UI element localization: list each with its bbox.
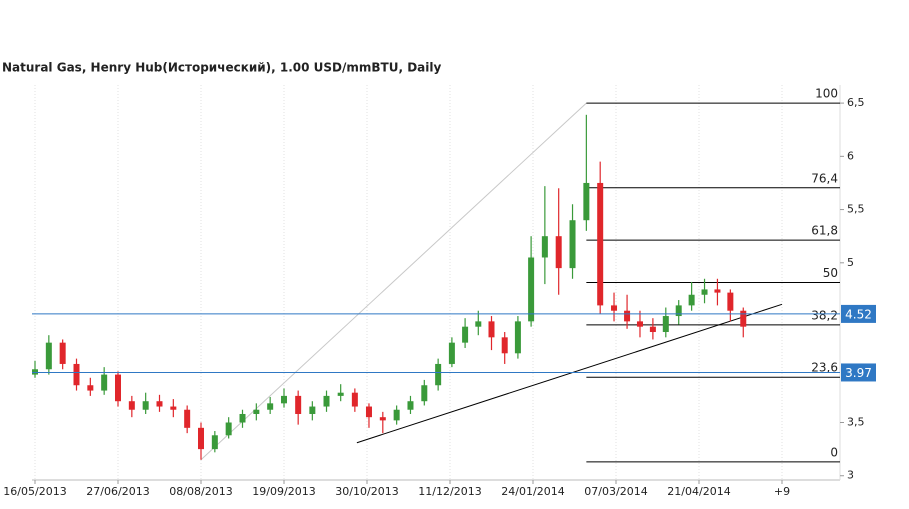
fib-label: 23,6 (811, 361, 838, 375)
price-tag-label: 3.97 (845, 366, 872, 380)
candle-body (448, 342, 455, 364)
candle-body (541, 236, 548, 258)
fib-label: 61,8 (811, 224, 838, 238)
trend-line (200, 102, 587, 461)
candle-body (351, 392, 358, 407)
x-tick-label: 11/12/2013 (418, 485, 481, 498)
candle-body (649, 326, 656, 333)
y-tick-label: 5 (847, 256, 854, 269)
candle-body (688, 294, 695, 306)
candle-body (45, 342, 52, 370)
chart-title: Natural Gas, Henry Hub(Исторический), 1.… (2, 61, 442, 75)
candle-body (198, 427, 204, 450)
candle-body (624, 310, 631, 322)
candle-body (170, 406, 177, 410)
x-tick-label: 08/08/2013 (169, 485, 232, 498)
fib-label: 38,2 (811, 308, 838, 322)
candle-body (337, 392, 344, 396)
y-tick-label: 3 (847, 469, 854, 482)
candle-body (714, 289, 721, 293)
candle-body (597, 182, 604, 306)
candle-body (253, 409, 260, 414)
candle-body (611, 305, 618, 311)
candle-body (239, 413, 246, 423)
candle-body (87, 385, 94, 391)
trend-line (356, 303, 783, 444)
x-tick-label: 19/09/2013 (252, 485, 315, 498)
candle-body (462, 326, 469, 343)
fib-label: 76,4 (811, 171, 838, 185)
candle-body (514, 321, 521, 354)
y-tick-label: 3,5 (847, 416, 865, 429)
candle-body (675, 305, 682, 317)
candle-body (309, 406, 316, 414)
candle-body (59, 342, 66, 364)
price-tag (841, 363, 876, 382)
price-tag (841, 304, 876, 323)
candle-body (128, 401, 135, 410)
candle-body (32, 369, 38, 375)
fib-label: 50 (823, 266, 838, 280)
candle-body (528, 257, 535, 322)
candle-body (435, 363, 442, 386)
candle-body (488, 321, 495, 338)
candle-body (225, 422, 232, 436)
candle-body (740, 310, 747, 327)
candle-body (379, 417, 386, 421)
x-tick-label: 16/05/2013 (3, 485, 66, 498)
candle-body (501, 337, 508, 354)
y-tick-label: 6,5 (847, 96, 865, 109)
y-tick-label: 6 (847, 149, 854, 162)
candle-body (569, 220, 576, 269)
x-tick-label: 27/06/2013 (86, 485, 149, 498)
candle-body (211, 435, 218, 450)
candle-body (475, 321, 482, 327)
fib-label: 0 (830, 445, 838, 459)
fib-label: 100 (815, 87, 838, 101)
price-tag-label: 4.52 (845, 307, 872, 321)
candle-body (727, 292, 734, 311)
candle-body (421, 385, 428, 402)
candle-body (115, 374, 121, 402)
candle-body (365, 406, 372, 418)
candle-body (184, 409, 191, 428)
candle-body (73, 363, 80, 386)
x-tick-label: 07/03/2014 (584, 485, 647, 498)
candle-body (636, 321, 643, 327)
candle-body (407, 401, 414, 410)
candle-body (323, 395, 330, 407)
x-tick-label: 24/01/2014 (501, 485, 564, 498)
candle-body (295, 395, 302, 414)
candle-body (555, 236, 562, 269)
candle-body (156, 401, 163, 407)
candle-body (281, 395, 287, 404)
y-tick-label: 5,5 (847, 203, 865, 216)
candle-body (267, 403, 274, 410)
candle-body (583, 182, 590, 221)
candle-body (142, 401, 149, 410)
candle-body (701, 289, 708, 295)
candle-body (101, 374, 108, 391)
x-tick-label: +9 (774, 485, 790, 498)
candle-body (393, 409, 400, 421)
x-tick-label: 21/04/2014 (667, 485, 730, 498)
candle-body (662, 316, 669, 333)
x-tick-label: 30/10/2013 (335, 485, 398, 498)
